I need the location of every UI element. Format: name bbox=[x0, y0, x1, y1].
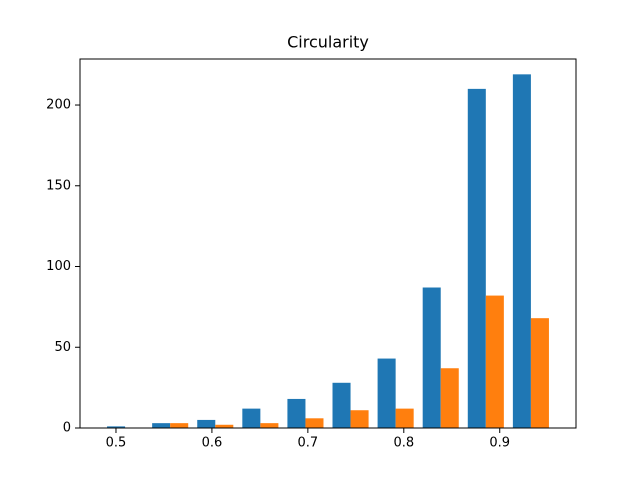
y-tick-label: 100 bbox=[46, 259, 71, 274]
bar bbox=[350, 410, 369, 428]
x-tick-label: 0.9 bbox=[489, 436, 510, 451]
bar bbox=[512, 74, 531, 428]
bar bbox=[422, 287, 441, 428]
x-tick-label: 0.7 bbox=[298, 436, 319, 451]
bar bbox=[332, 382, 351, 428]
y-tick-label: 150 bbox=[46, 178, 71, 193]
bar bbox=[377, 358, 396, 428]
bar bbox=[197, 419, 216, 428]
bar bbox=[485, 295, 504, 428]
bar bbox=[395, 408, 414, 428]
bar bbox=[107, 426, 126, 428]
bar bbox=[170, 423, 189, 428]
bar bbox=[242, 408, 261, 428]
bar bbox=[440, 368, 459, 428]
y-tick-label: 0 bbox=[63, 421, 71, 436]
axes-frame bbox=[79, 58, 577, 429]
chart-title: Circularity bbox=[287, 33, 369, 52]
bar bbox=[260, 423, 279, 428]
bar bbox=[467, 88, 486, 428]
bar bbox=[305, 418, 324, 428]
y-tick-label: 200 bbox=[46, 98, 71, 113]
x-tick-label: 0.5 bbox=[106, 436, 127, 451]
x-tick-label: 0.6 bbox=[202, 436, 223, 451]
y-tick-label: 50 bbox=[54, 340, 71, 355]
bar bbox=[152, 423, 171, 428]
bar bbox=[215, 424, 234, 428]
bar bbox=[287, 398, 306, 428]
x-tick-label: 0.8 bbox=[393, 436, 414, 451]
bar bbox=[530, 318, 549, 428]
